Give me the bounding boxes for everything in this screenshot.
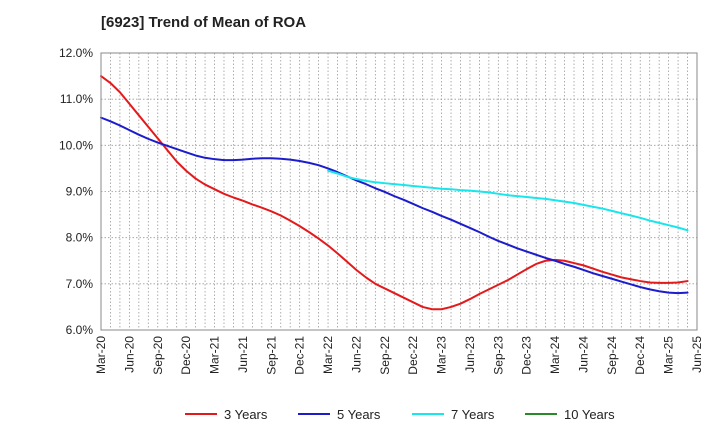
x-tick-label: Jun-21 xyxy=(236,336,250,373)
legend-label: 5 Years xyxy=(337,407,381,422)
y-axis: 6.0% 7.0% 8.0% 9.0% 10.0% 11.0% 12.0% xyxy=(59,46,93,337)
x-tick-label: Sep-22 xyxy=(378,336,392,375)
x-tick-label: Mar-23 xyxy=(435,336,449,374)
x-tick-label: Mar-21 xyxy=(208,336,222,374)
x-tick-label: Dec-24 xyxy=(633,336,647,375)
x-tick-label: Sep-20 xyxy=(151,336,165,375)
x-tick-label: Dec-23 xyxy=(520,336,534,375)
y-tick-label: 9.0% xyxy=(66,185,94,199)
x-tick-label: Sep-21 xyxy=(264,336,278,375)
series-line-5-years xyxy=(100,116,689,295)
x-tick-label: Sep-24 xyxy=(605,336,619,375)
y-tick-label: 6.0% xyxy=(66,323,94,337)
grid xyxy=(101,53,697,330)
legend: 3 Years 5 Years 7 Years 10 Years xyxy=(185,407,615,422)
x-tick-label: Jun-22 xyxy=(349,336,363,373)
y-tick-label: 11.0% xyxy=(60,92,93,106)
x-tick-label: Dec-22 xyxy=(406,336,420,375)
y-tick-label: 7.0% xyxy=(66,277,94,291)
x-tick-label: Jun-20 xyxy=(122,336,136,373)
x-axis: Mar-20 Jun-20 Sep-20 Dec-20 Mar-21 Jun-21 Sep-… xyxy=(94,336,704,375)
legend-label: 3 Years xyxy=(224,407,268,422)
x-tick-label: Mar-25 xyxy=(662,336,676,374)
x-tick-label: Dec-20 xyxy=(179,336,193,375)
x-tick-label: Dec-21 xyxy=(293,336,307,375)
x-tick-label: Jun-25 xyxy=(690,336,704,373)
y-tick-label: 10.0% xyxy=(59,138,93,152)
series-line-7-years xyxy=(327,169,689,232)
legend-label: 7 Years xyxy=(451,407,495,422)
x-tick-label: Jun-24 xyxy=(576,336,590,373)
x-tick-label: Mar-20 xyxy=(94,336,108,374)
y-tick-label: 12.0% xyxy=(59,46,93,60)
legend-label: 10 Years xyxy=(564,407,615,422)
x-tick-label: Mar-22 xyxy=(321,336,335,374)
x-tick-label: Mar-24 xyxy=(548,336,562,374)
series-layer xyxy=(100,75,689,311)
y-tick-label: 8.0% xyxy=(66,231,94,245)
x-tick-label: Sep-23 xyxy=(491,336,505,375)
x-tick-label: Jun-23 xyxy=(463,336,477,373)
series-line-3-years xyxy=(100,75,689,311)
plot-frame xyxy=(100,52,698,331)
chart-title: [6923] Trend of Mean of ROA xyxy=(101,14,307,31)
